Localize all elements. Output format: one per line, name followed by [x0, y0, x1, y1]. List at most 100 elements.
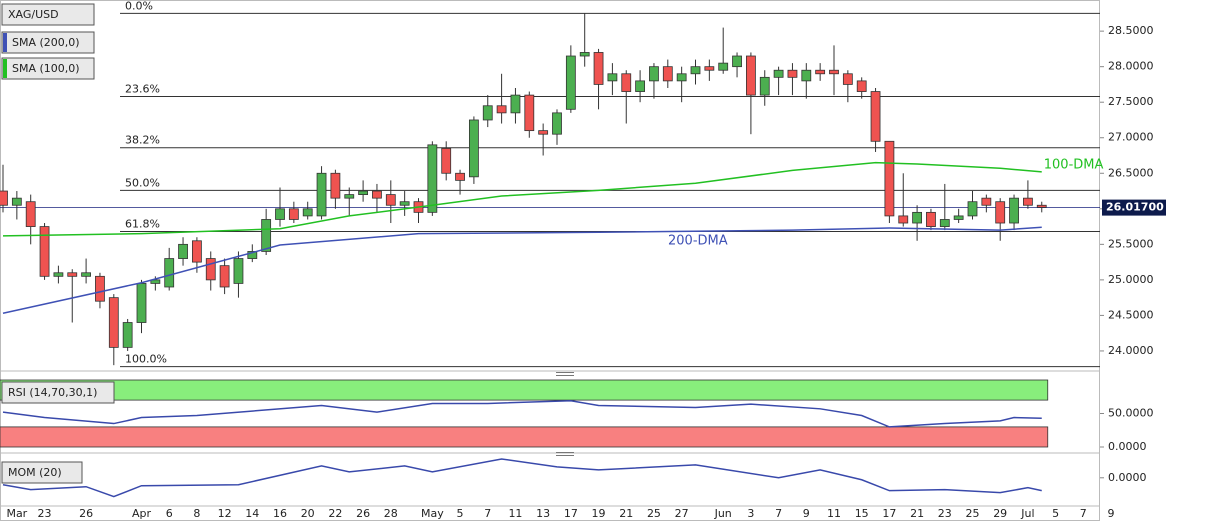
legend-label: SMA (100,0) — [12, 62, 80, 75]
candle-body — [801, 69, 812, 82]
marks: 24.000024.500025.000025.500026.000026.50… — [0, 0, 1166, 520]
y-tick-label: 24.0000 — [1108, 344, 1154, 357]
candle-body — [330, 172, 341, 199]
x-tick-label: 26 — [79, 507, 93, 520]
candle-body — [344, 194, 355, 199]
y-tick-label: 28.5000 — [1108, 24, 1154, 37]
y-tick-label: 25.5000 — [1108, 237, 1154, 250]
x-tick-label: 29 — [993, 507, 1007, 520]
candle-body — [441, 147, 452, 174]
candle-body — [732, 55, 742, 68]
x-tick-label: 14 — [245, 507, 259, 520]
sma-line — [2, 226, 1042, 315]
candle-body — [95, 275, 105, 302]
legend-box: SMA (200,0) — [1, 31, 95, 54]
candle-body — [995, 201, 1006, 224]
x-tick-label: 20 — [301, 507, 315, 520]
legend-box: MOM (20) — [1, 461, 83, 484]
price-tag — [1102, 199, 1166, 216]
candle-body — [39, 226, 50, 277]
candle-body — [178, 243, 188, 259]
x-tick-label: 9 — [803, 507, 810, 520]
y-tick-label: 26.5000 — [1108, 166, 1154, 179]
y-tick-label: 27.0000 — [1108, 131, 1154, 144]
candle-body — [981, 197, 992, 206]
x-tick-label: 7 — [1080, 507, 1087, 520]
candle-body — [358, 190, 369, 195]
candle-body — [510, 94, 521, 114]
candle-body — [205, 258, 216, 281]
candle-body — [912, 211, 922, 224]
x-tick-label: 6 — [166, 507, 173, 520]
fib-label: 23.6% — [125, 83, 160, 96]
plot-frame — [0, 0, 1100, 521]
candle-body — [455, 172, 465, 181]
candle-body — [773, 69, 784, 78]
candle-body — [607, 73, 618, 82]
x-tick-label: 23 — [38, 507, 52, 520]
x-tick-label: Jul — [1020, 507, 1034, 520]
indicator-line — [2, 400, 1042, 428]
candle-body — [67, 272, 78, 277]
x-tick-label: 7 — [775, 507, 782, 520]
candle-body — [718, 62, 729, 71]
candle-body — [275, 208, 285, 220]
candle-body — [1009, 197, 1019, 224]
candle-body — [898, 215, 909, 224]
indicator-line — [2, 458, 1042, 498]
candle-body — [524, 94, 535, 132]
candle-body — [565, 55, 576, 110]
candle-body — [0, 190, 8, 206]
x-tick-label: 5 — [1052, 507, 1059, 520]
candle-body — [593, 52, 604, 85]
grip — [556, 372, 574, 456]
candle-body — [649, 66, 659, 82]
y-tick-label: 0.0000 — [1108, 471, 1147, 484]
band — [0, 379, 1049, 401]
x-tick-label: 5 — [457, 507, 464, 520]
x-tick-label: 19 — [592, 507, 606, 520]
line-annotation: 200-DMA — [668, 234, 728, 249]
candle-body — [53, 272, 64, 277]
candle-body — [136, 283, 147, 323]
x-tick-label: 26 — [356, 507, 370, 520]
candle-body — [399, 201, 410, 206]
candle-body — [1036, 204, 1047, 208]
candle-body — [829, 69, 839, 75]
y-tick-label: 50.0000 — [1108, 407, 1154, 420]
candle-body — [233, 258, 244, 284]
y-tick-label: 0.0000 — [1108, 440, 1147, 453]
candle-body — [468, 119, 479, 178]
candle-body — [427, 144, 438, 213]
y-tick-label: 27.5000 — [1108, 95, 1154, 108]
x-tick-label: 16 — [273, 507, 287, 520]
candle-body — [939, 219, 950, 227]
candle-body — [759, 76, 770, 96]
price-tag-label: 26.01700 — [1106, 201, 1164, 214]
candle-body — [81, 272, 91, 277]
candle-body — [690, 66, 701, 75]
x-tick-label: Mar — [6, 507, 27, 520]
fib-label: 61.8% — [125, 218, 160, 231]
candle-body — [496, 105, 507, 114]
candle-body — [25, 201, 36, 227]
candle-body — [150, 279, 161, 284]
candle-body — [704, 66, 715, 71]
candle-body — [372, 190, 382, 199]
candle-body — [288, 208, 299, 220]
x-tick-label: 25 — [966, 507, 980, 520]
candle-body — [302, 208, 313, 217]
legend-box: XAG/USD — [1, 3, 95, 26]
fib-label: 38.2% — [125, 134, 160, 147]
candle-body — [815, 69, 826, 75]
x-tick-label: 25 — [647, 507, 661, 520]
candle-body — [482, 105, 493, 121]
x-tick-label: 28 — [384, 507, 398, 520]
candle-body — [621, 73, 632, 92]
candle-body — [247, 251, 258, 259]
candle-body — [11, 197, 22, 206]
x-tick-label: 15 — [855, 507, 869, 520]
x-tick-label: 23 — [938, 507, 952, 520]
candle-body — [842, 73, 853, 85]
